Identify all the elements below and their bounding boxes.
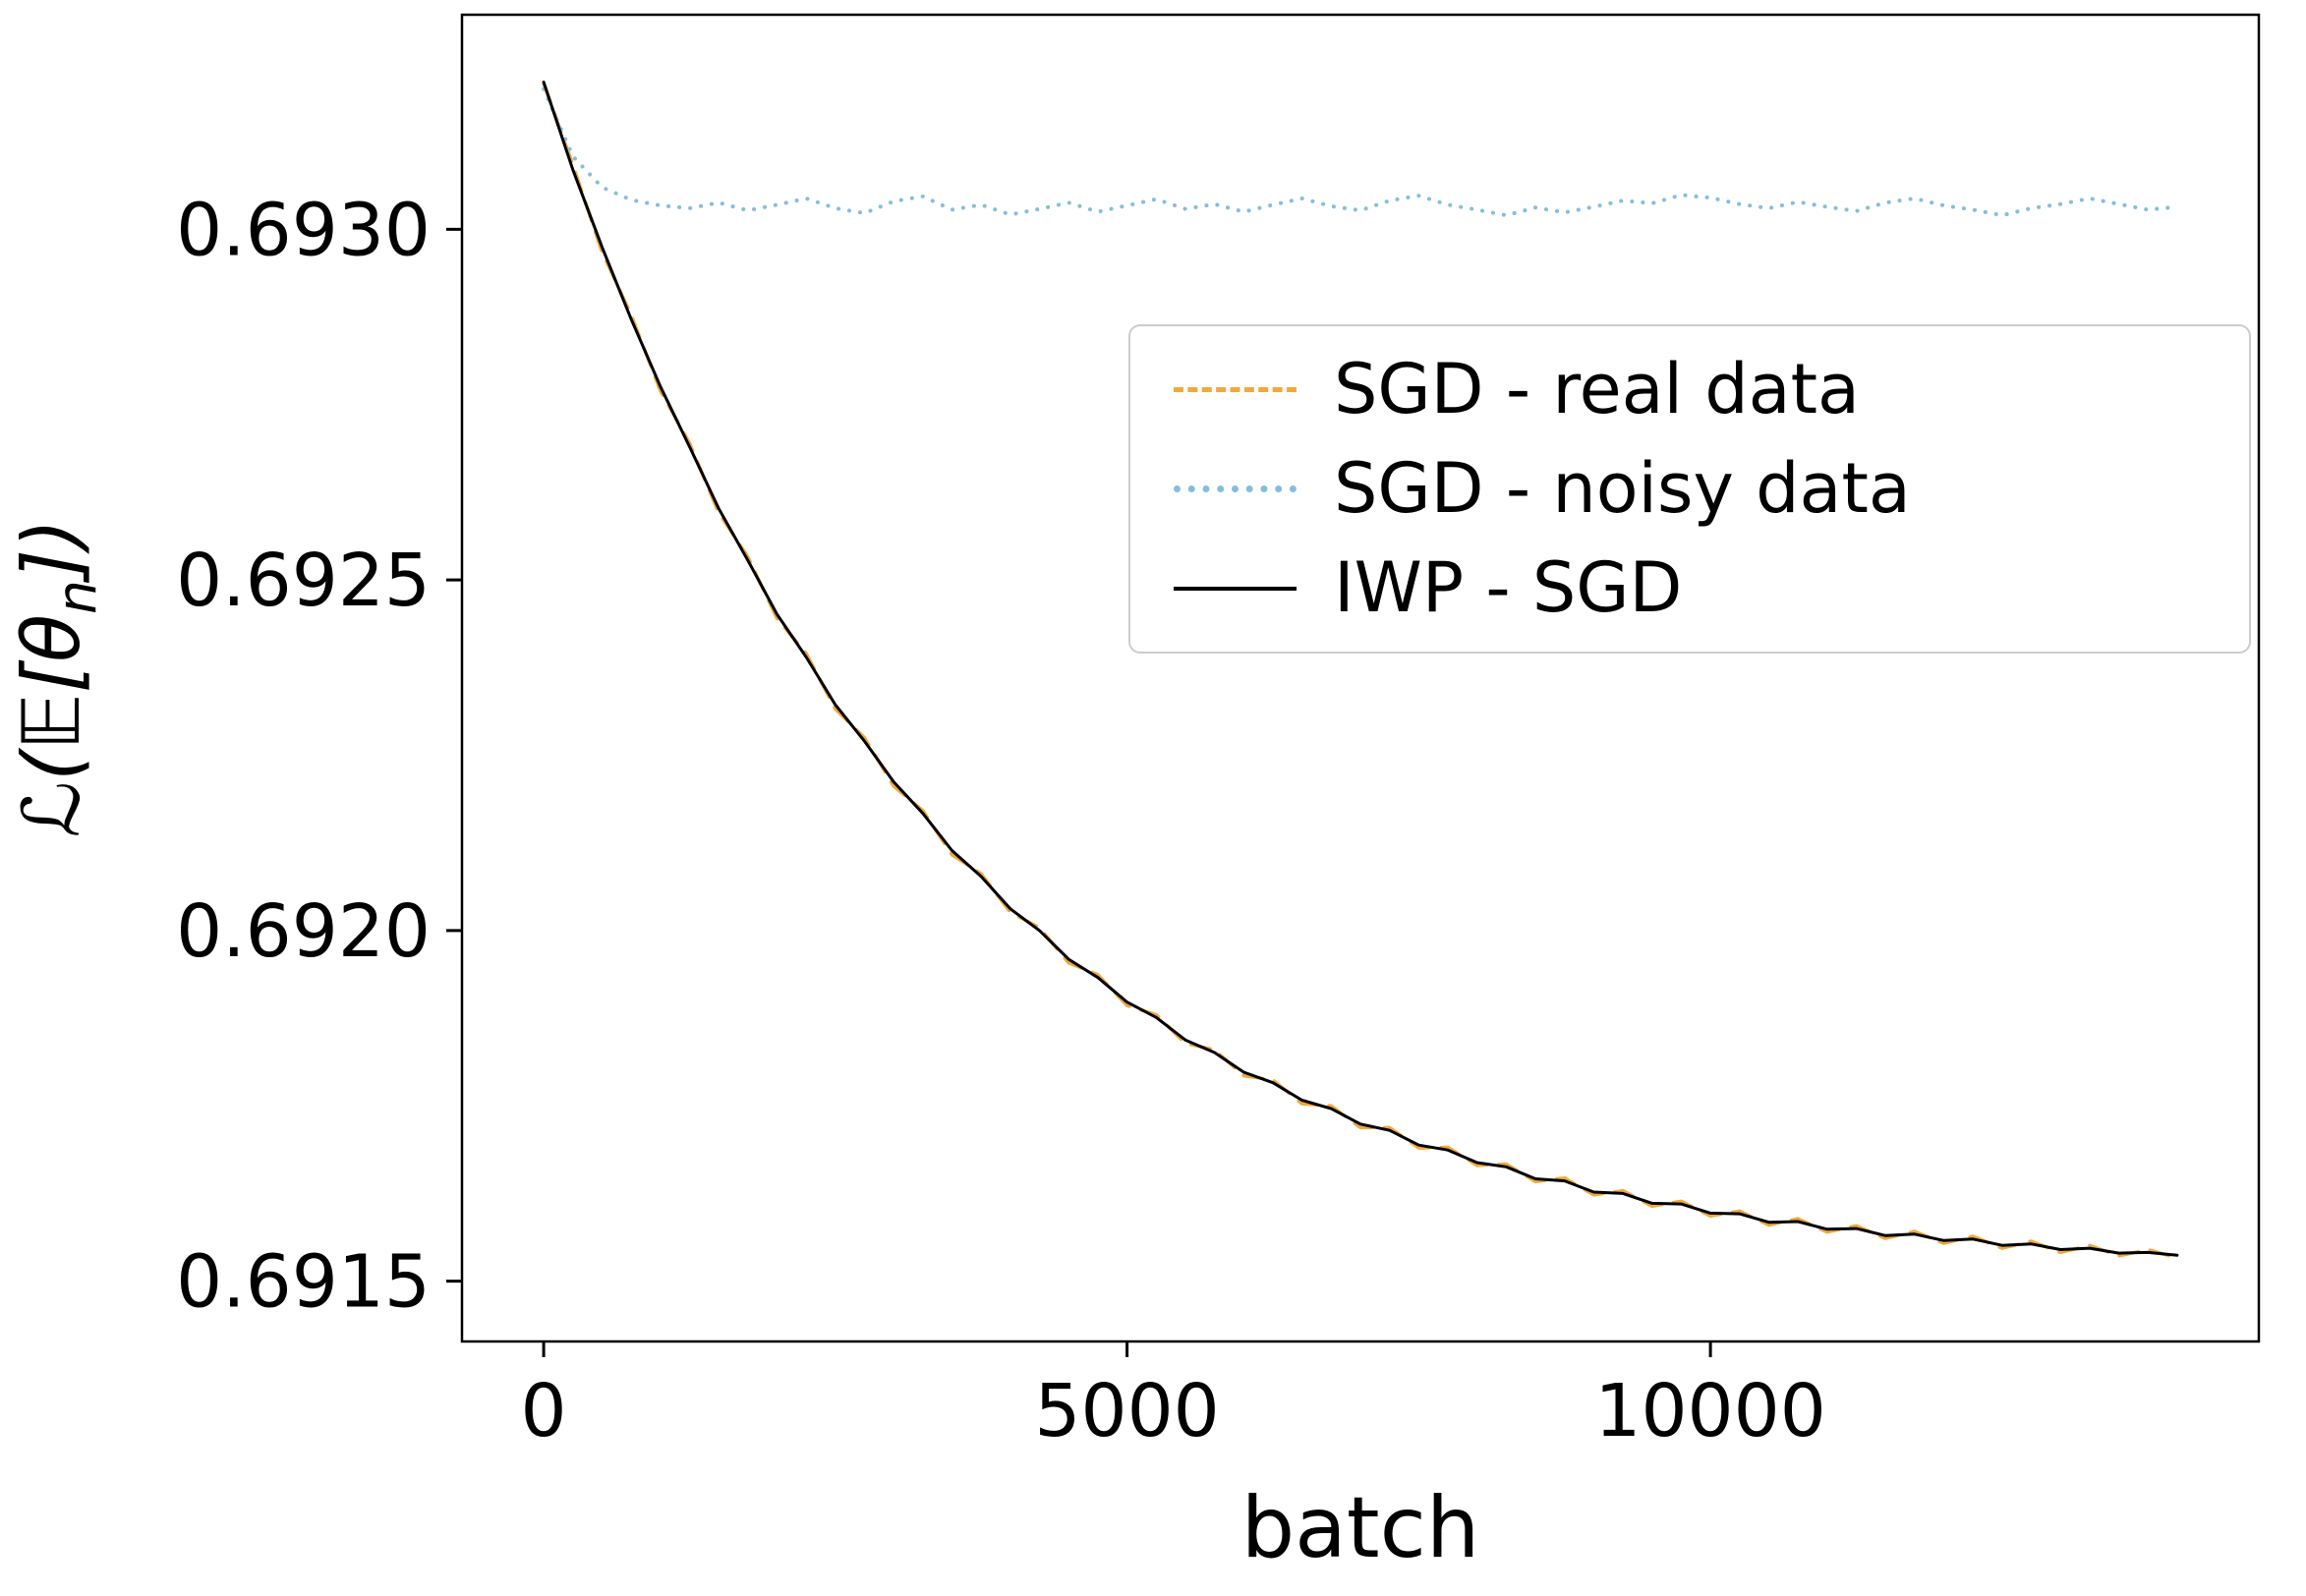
legend-dashed-line-sample — [1174, 387, 1297, 392]
axes-spines — [460, 13, 2261, 1343]
legend-dotted-line-sample — [1174, 485, 1297, 492]
x-tick-label: 5000 — [1034, 1369, 1219, 1454]
y-tick-label: 0.6915 — [176, 1240, 431, 1325]
series-line-solid — [542, 81, 2179, 1257]
series-line-dashed — [542, 82, 2179, 1260]
y-axis-label: ℒ(𝔼[θn]) — [6, 519, 108, 838]
y-axis-label-sub: n — [45, 580, 108, 614]
legend-label: SGD - noisy data — [1334, 448, 1911, 529]
legend-item: SGD - real data — [1174, 352, 2206, 428]
legend-item: SGD - noisy data — [1174, 451, 2206, 527]
series-line-dotted — [542, 86, 2179, 218]
legend-label: SGD - real data — [1334, 349, 1860, 429]
legend-label: IWP - SGD — [1334, 547, 1683, 628]
y-tick-label: 0.6925 — [176, 539, 431, 623]
y-axis-label-post: ]) — [6, 518, 97, 581]
y-tick-label: 0.6930 — [176, 188, 431, 272]
x-axis-label: batch — [1240, 1479, 1480, 1577]
y-axis-label-pre: ℒ(𝔼[θ — [6, 613, 97, 838]
legend: SGD - real data SGD - noisy data IWP - SGD — [1128, 324, 2251, 654]
legend-item: IWP - SGD — [1174, 550, 2206, 626]
x-tick-label: 10000 — [1594, 1369, 1825, 1454]
y-tick-label: 0.6920 — [176, 889, 431, 974]
x-tick-label: 0 — [521, 1369, 567, 1454]
legend-solid-line-sample — [1174, 586, 1297, 591]
